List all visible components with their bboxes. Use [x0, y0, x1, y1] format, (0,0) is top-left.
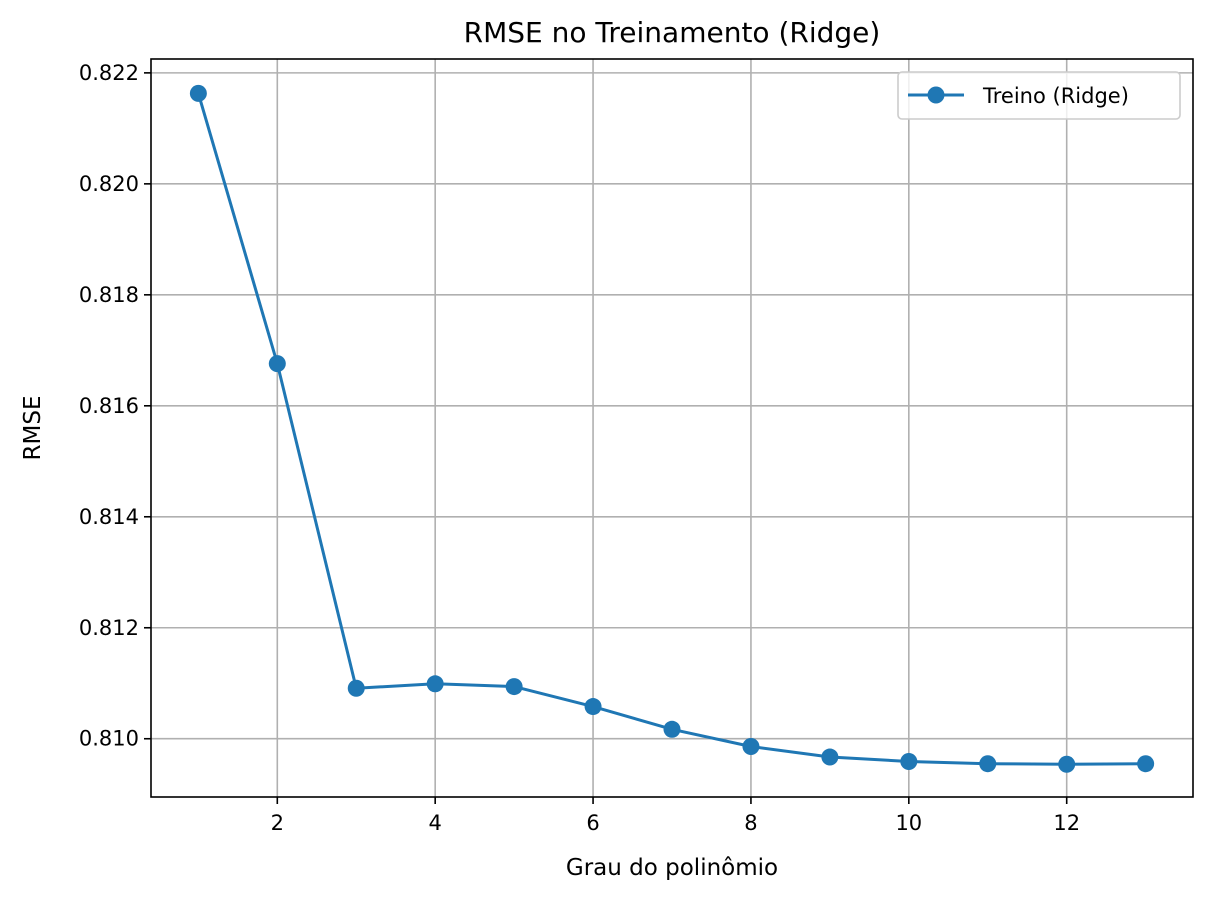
- data-point: [1137, 755, 1155, 773]
- data-point: [347, 679, 365, 697]
- x-tick-label: 4: [428, 811, 441, 835]
- y-axis-label: RMSE: [20, 396, 46, 461]
- chart-title: RMSE no Treinamento (Ridge): [464, 16, 881, 49]
- legend-box: [897, 71, 1181, 120]
- legend-marker: [927, 86, 945, 104]
- data-point: [189, 84, 207, 102]
- x-axis-label: Grau do polinômio: [566, 855, 778, 881]
- data-point: [663, 720, 681, 738]
- y-tick-label: 0.816: [79, 394, 139, 418]
- data-point: [821, 748, 839, 766]
- data-point: [900, 752, 918, 770]
- axis-ticks: 2 4 6 8 10 12 0.810 0.812 0.814 0.816 0.818 0.820 0.…: [79, 61, 1080, 835]
- plot-frame: [150, 58, 1194, 798]
- y-tick-label: 0.822: [79, 61, 139, 85]
- x-tick-label: 2: [271, 811, 284, 835]
- data-point: [742, 738, 760, 756]
- y-tick-label: 0.810: [79, 727, 139, 751]
- x-tick-label: 10: [895, 811, 922, 835]
- y-tick-label: 0.820: [79, 172, 139, 196]
- y-tick-label: 0.812: [79, 616, 139, 640]
- y-tick-label: 0.814: [79, 505, 139, 529]
- x-tick-label: 8: [744, 811, 757, 835]
- x-tick-label: 6: [586, 811, 599, 835]
- data-point: [268, 355, 286, 373]
- legend-label: Treino (Ridge): [982, 84, 1129, 108]
- grid: [151, 59, 1193, 797]
- series-layer: [189, 84, 1155, 773]
- x-tick-label: 12: [1053, 811, 1080, 835]
- data-point: [1058, 755, 1076, 773]
- data-point: [979, 755, 997, 773]
- data-point: [426, 675, 444, 693]
- data-point: [505, 678, 523, 696]
- data-point: [584, 698, 602, 716]
- legend: Treino (Ridge): [897, 71, 1181, 120]
- y-tick-label: 0.818: [79, 283, 139, 307]
